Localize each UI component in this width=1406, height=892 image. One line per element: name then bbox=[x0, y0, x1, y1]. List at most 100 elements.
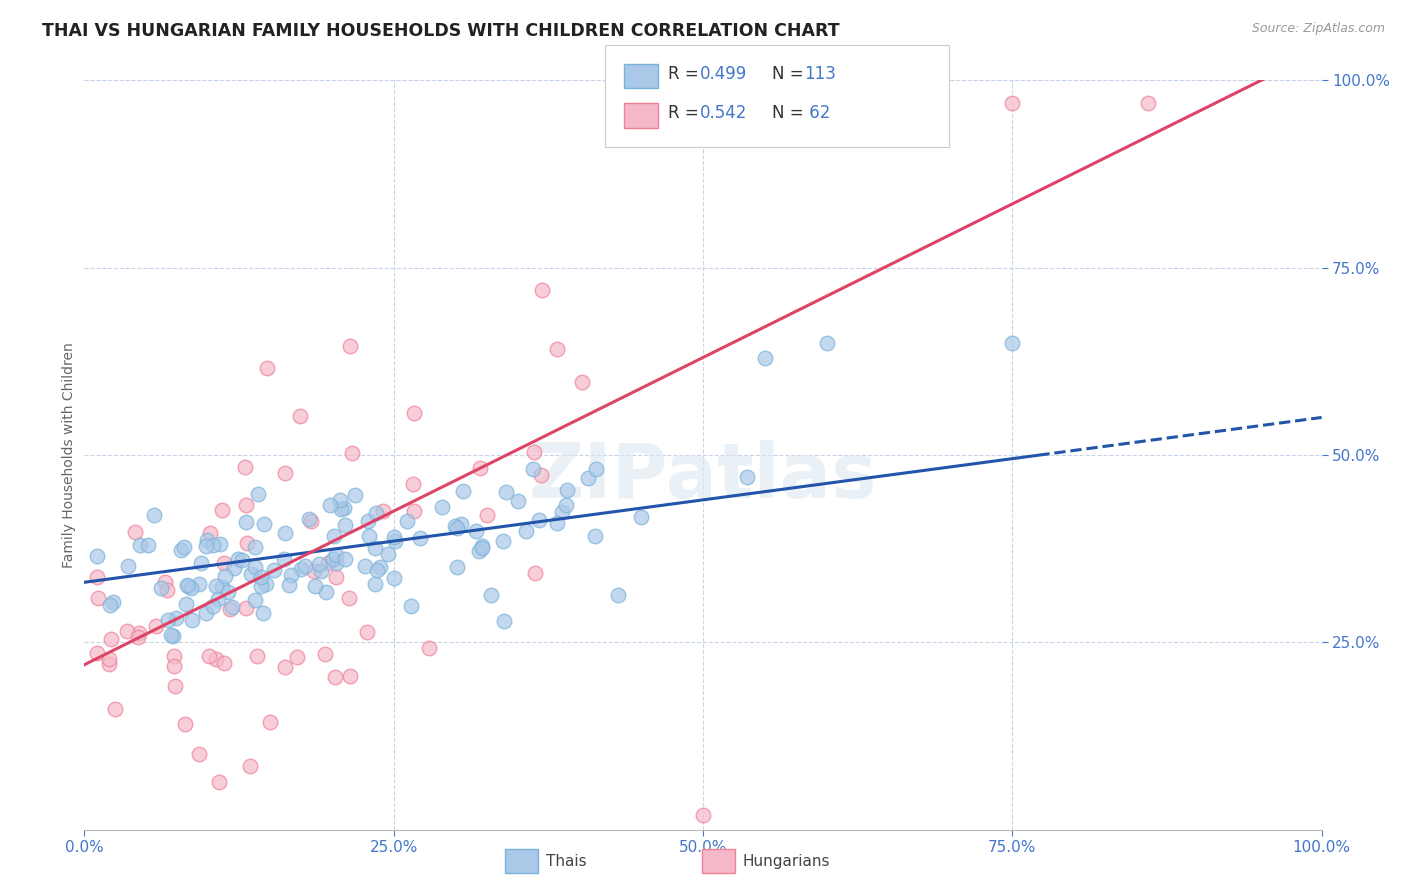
Point bbox=[366, 563, 388, 577]
Point bbox=[432, 500, 454, 515]
Point bbox=[508, 494, 530, 508]
Text: THAI VS HUNGARIAN FAMILY HOUSEHOLDS WITH CHILDREN CORRELATION CHART: THAI VS HUNGARIAN FAMILY HOUSEHOLDS WITH… bbox=[42, 22, 839, 40]
Point bbox=[396, 514, 419, 528]
Point bbox=[523, 445, 546, 459]
Point bbox=[240, 567, 263, 582]
Point bbox=[173, 540, 195, 554]
Point bbox=[221, 599, 243, 614]
Point bbox=[181, 613, 204, 627]
Point bbox=[315, 584, 337, 599]
Point bbox=[299, 514, 322, 528]
Point bbox=[373, 503, 395, 517]
Point bbox=[86, 646, 108, 660]
Point bbox=[143, 508, 166, 523]
Point bbox=[285, 649, 308, 664]
Text: Thais: Thais bbox=[546, 854, 586, 869]
Point bbox=[555, 483, 578, 498]
Point bbox=[219, 602, 242, 616]
Point bbox=[492, 534, 515, 549]
Point bbox=[464, 524, 486, 538]
Point bbox=[325, 557, 347, 571]
Point bbox=[233, 459, 256, 474]
Point bbox=[298, 512, 321, 526]
Point bbox=[165, 611, 187, 625]
Point bbox=[222, 561, 245, 575]
Point bbox=[236, 536, 259, 550]
Text: 0.499: 0.499 bbox=[700, 65, 748, 83]
Point bbox=[86, 569, 108, 583]
Point bbox=[294, 558, 316, 573]
Point bbox=[100, 632, 122, 646]
Point bbox=[314, 647, 336, 661]
Point bbox=[211, 502, 233, 516]
Point bbox=[124, 524, 146, 539]
Text: ZIPatlas: ZIPatlas bbox=[529, 441, 877, 515]
Point bbox=[274, 467, 297, 481]
Point bbox=[195, 533, 218, 547]
Point bbox=[162, 629, 184, 643]
Point bbox=[492, 614, 515, 628]
Point bbox=[339, 338, 361, 352]
Point bbox=[188, 747, 211, 761]
Point bbox=[308, 557, 330, 571]
Point bbox=[104, 702, 127, 716]
Point bbox=[263, 563, 285, 577]
Point bbox=[98, 651, 121, 665]
Point bbox=[259, 714, 281, 729]
Text: N =: N = bbox=[772, 65, 808, 83]
Point bbox=[323, 670, 346, 684]
Point bbox=[127, 630, 149, 644]
Point bbox=[231, 553, 253, 567]
Point bbox=[333, 501, 356, 516]
Point bbox=[585, 462, 607, 476]
Point bbox=[145, 619, 167, 633]
Point bbox=[523, 566, 546, 581]
Point bbox=[190, 557, 212, 571]
Point bbox=[176, 577, 198, 591]
Point bbox=[128, 625, 150, 640]
Point bbox=[754, 351, 776, 365]
Point bbox=[243, 593, 266, 607]
Point bbox=[235, 515, 257, 529]
Point bbox=[333, 517, 356, 532]
Point bbox=[446, 521, 468, 535]
Point bbox=[735, 470, 758, 484]
Point bbox=[479, 589, 502, 603]
Point bbox=[318, 556, 340, 570]
Point bbox=[208, 536, 231, 550]
Point bbox=[129, 538, 152, 552]
Point bbox=[1137, 95, 1160, 110]
Point bbox=[159, 628, 181, 642]
Point bbox=[446, 560, 468, 574]
Point bbox=[495, 485, 517, 500]
Point bbox=[377, 547, 399, 561]
Point bbox=[477, 508, 499, 522]
Point bbox=[211, 580, 233, 594]
Point bbox=[409, 532, 432, 546]
Point bbox=[176, 597, 198, 611]
Point bbox=[86, 549, 108, 564]
Point bbox=[254, 576, 277, 591]
Point bbox=[322, 552, 344, 566]
Text: 62: 62 bbox=[804, 104, 831, 122]
Point bbox=[546, 516, 568, 531]
Point bbox=[325, 570, 347, 584]
Point bbox=[329, 493, 352, 508]
Point bbox=[153, 575, 176, 590]
Point bbox=[354, 559, 377, 574]
Point bbox=[98, 598, 121, 612]
Point bbox=[357, 514, 380, 528]
Point bbox=[1001, 335, 1024, 350]
Point bbox=[467, 543, 489, 558]
Text: Source: ZipAtlas.com: Source: ZipAtlas.com bbox=[1251, 22, 1385, 36]
Point bbox=[330, 502, 353, 516]
Point bbox=[815, 335, 838, 350]
Text: Hungarians: Hungarians bbox=[742, 854, 830, 869]
Point bbox=[194, 539, 217, 553]
Text: R =: R = bbox=[668, 65, 704, 83]
Point bbox=[188, 577, 211, 591]
Point bbox=[103, 595, 125, 609]
Point bbox=[117, 559, 139, 574]
Point bbox=[333, 552, 356, 566]
Point bbox=[252, 606, 274, 620]
